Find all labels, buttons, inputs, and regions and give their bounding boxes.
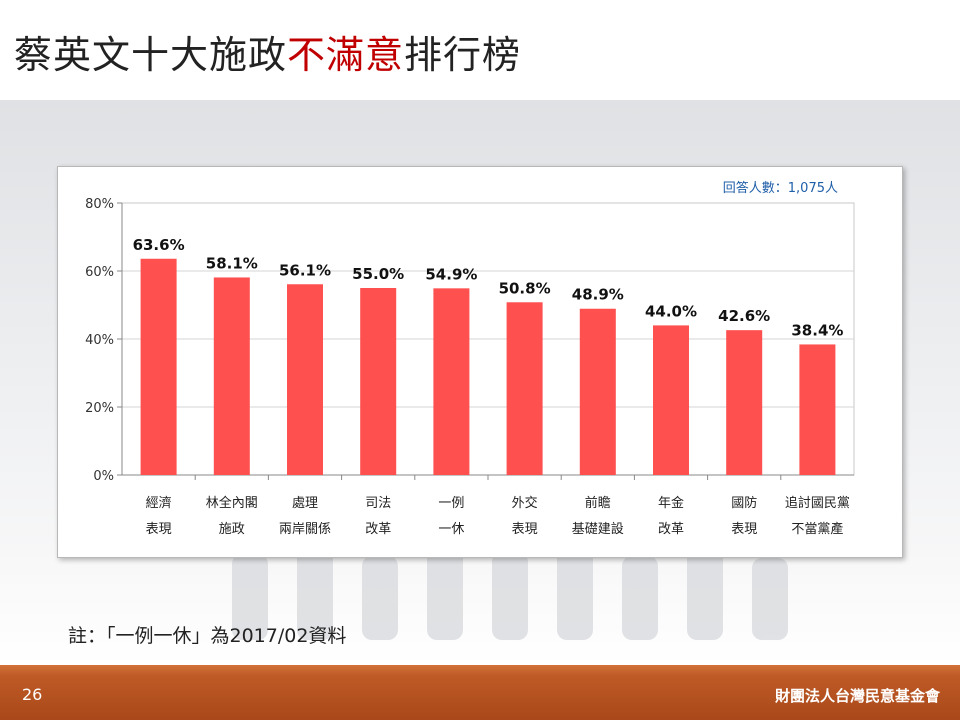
- bar-value-label: 58.1%: [206, 254, 258, 272]
- page-title: 蔡英文十大施政不滿意排行榜: [14, 24, 521, 79]
- bar: [140, 258, 177, 475]
- bar: [287, 284, 323, 475]
- x-category-label: 改革: [658, 522, 684, 537]
- bar-value-label: 55.0%: [352, 265, 404, 283]
- bar-value-label: 56.1%: [279, 261, 331, 279]
- x-category-label: 前瞻: [585, 495, 611, 511]
- x-category-label: 處理: [292, 496, 318, 511]
- bar: [213, 277, 250, 475]
- bar-value-label: 42.6%: [718, 307, 770, 325]
- chart-panel: 0% 20% 40% 60% 80% 63.6% 經濟表現 58.1% 林全內閣施政 56.1% 處…: [57, 166, 903, 558]
- x-category-label: 表現: [146, 522, 172, 537]
- y-tick-label: 20%: [85, 401, 114, 416]
- x-category-label: 表現: [731, 522, 757, 537]
- sample-size-note: 回答人數：1,075人: [722, 181, 838, 196]
- footer-bar: 26 財團法人台灣民意基金會: [0, 665, 960, 720]
- x-category-label: 表現: [512, 522, 538, 537]
- x-category-label: 林全內閣: [206, 495, 258, 511]
- y-tick-label: 60%: [85, 265, 114, 280]
- x-category-label: 經濟: [146, 495, 172, 511]
- bar-value-label: 48.9%: [572, 286, 624, 304]
- bar: [653, 325, 689, 475]
- organization-name: 財團法人台灣民意基金會: [774, 687, 940, 705]
- bar: [506, 302, 543, 475]
- title-part1: 蔡英文十大施政: [14, 33, 288, 77]
- bar-value-label: 38.4%: [791, 321, 843, 339]
- x-category-label: 施政: [219, 522, 245, 537]
- y-tick-label: 80%: [85, 197, 114, 212]
- x-category-label: 一休: [438, 522, 464, 537]
- bar: [433, 288, 470, 475]
- x-category-label: 基礎建設: [572, 521, 624, 537]
- x-category-label: 不當黨產: [791, 521, 843, 537]
- title-area: 蔡英文十大施政不滿意排行榜: [0, 0, 960, 100]
- x-category-label: 年金: [658, 495, 684, 511]
- page-number: 26: [22, 685, 43, 704]
- title-highlight: 不滿意: [287, 33, 405, 77]
- x-category-label: 外交: [512, 495, 538, 511]
- bar-value-label: 44.0%: [645, 302, 697, 320]
- y-tick-label: 0%: [93, 469, 114, 484]
- x-category-label: 司法: [365, 496, 391, 511]
- bar: [579, 308, 616, 475]
- footnote: 註：「一例一休」為2017/02資料: [68, 625, 347, 647]
- bar-value-label: 54.9%: [425, 265, 477, 283]
- bar: [799, 344, 836, 475]
- bar-value-label: 50.8%: [499, 279, 551, 297]
- x-category-label: 國防: [731, 495, 757, 511]
- bar-value-label: 63.6%: [133, 236, 185, 254]
- bar: [726, 330, 763, 475]
- title-part2: 排行榜: [404, 33, 522, 77]
- x-category-label: 改革: [365, 522, 391, 537]
- x-category-label: 追討國民黨: [785, 495, 850, 511]
- y-tick-label: 40%: [85, 333, 114, 348]
- bar: [360, 288, 397, 475]
- x-category-label: 兩岸關係: [279, 522, 331, 537]
- x-category-label: 一例: [438, 496, 464, 511]
